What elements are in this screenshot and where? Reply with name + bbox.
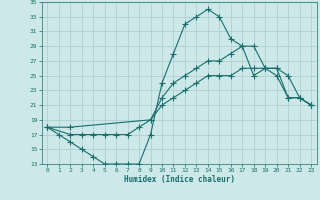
X-axis label: Humidex (Indice chaleur): Humidex (Indice chaleur) <box>124 175 235 184</box>
